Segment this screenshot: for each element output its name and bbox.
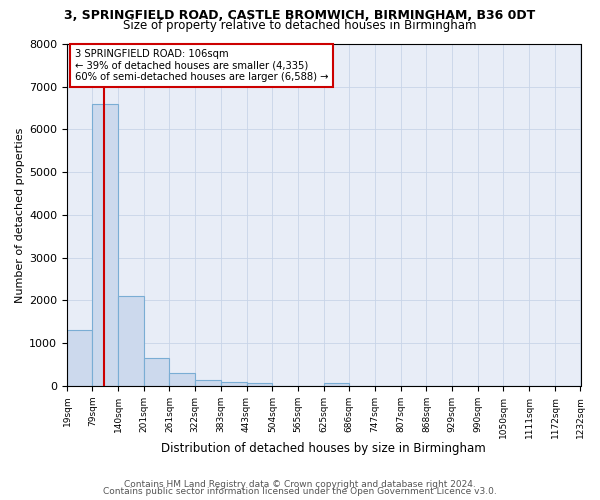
Text: 3 SPRINGFIELD ROAD: 106sqm
← 39% of detached houses are smaller (4,335)
60% of s: 3 SPRINGFIELD ROAD: 106sqm ← 39% of deta… bbox=[75, 49, 328, 82]
Text: Contains HM Land Registry data © Crown copyright and database right 2024.: Contains HM Land Registry data © Crown c… bbox=[124, 480, 476, 489]
X-axis label: Distribution of detached houses by size in Birmingham: Distribution of detached houses by size … bbox=[161, 442, 486, 455]
Bar bbox=[67, 330, 92, 386]
Bar bbox=[247, 382, 272, 386]
Bar bbox=[221, 382, 247, 386]
Bar bbox=[118, 296, 144, 386]
Bar bbox=[323, 382, 349, 386]
Text: Contains public sector information licensed under the Open Government Licence v3: Contains public sector information licen… bbox=[103, 487, 497, 496]
Y-axis label: Number of detached properties: Number of detached properties bbox=[15, 128, 25, 302]
Bar bbox=[195, 380, 221, 386]
Text: 3, SPRINGFIELD ROAD, CASTLE BROMWICH, BIRMINGHAM, B36 0DT: 3, SPRINGFIELD ROAD, CASTLE BROMWICH, BI… bbox=[64, 9, 536, 22]
Bar bbox=[144, 358, 169, 386]
Bar bbox=[169, 373, 195, 386]
Bar bbox=[92, 104, 118, 386]
Text: Size of property relative to detached houses in Birmingham: Size of property relative to detached ho… bbox=[123, 19, 477, 32]
